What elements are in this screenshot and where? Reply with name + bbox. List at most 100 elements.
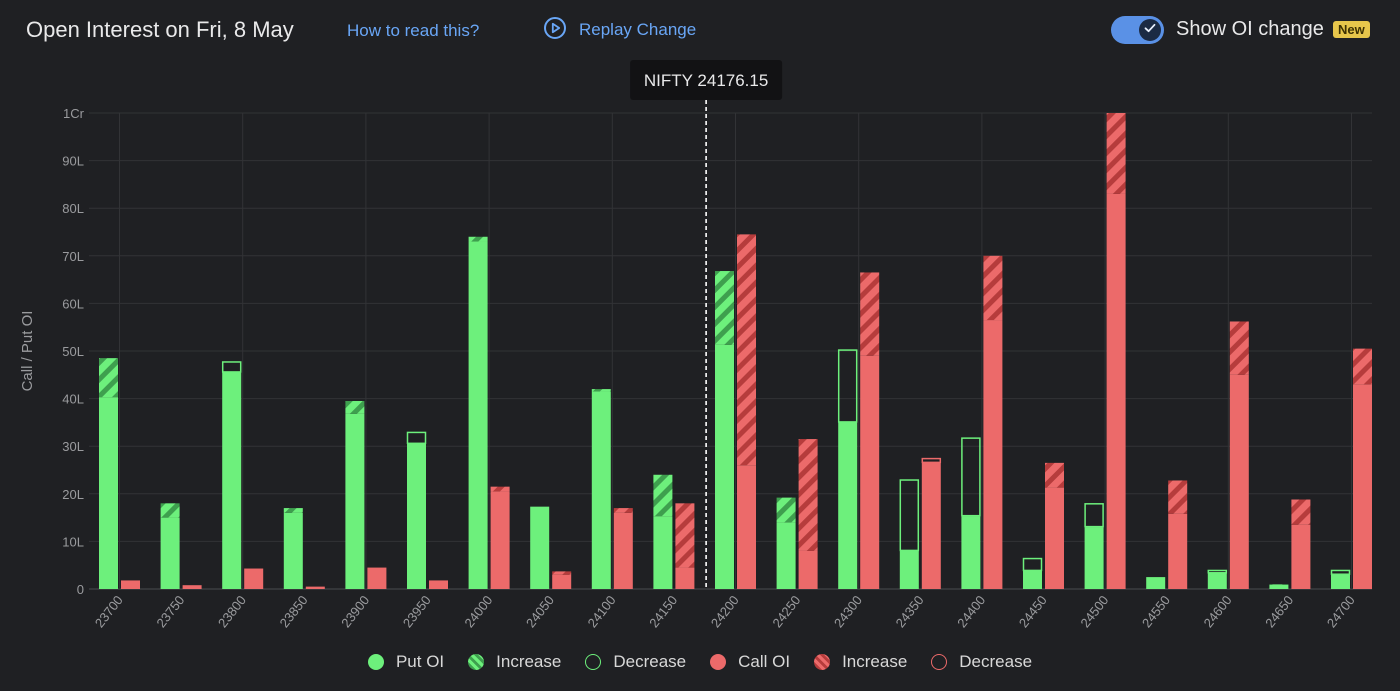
spot-label: NIFTY 24176.15 — [644, 71, 768, 90]
y-tick-label: 80L — [62, 201, 84, 216]
call-oi-bar — [490, 491, 510, 589]
call-oi-bar — [1045, 487, 1064, 589]
call-increase-bar — [798, 439, 818, 551]
call-increase-bar — [1229, 321, 1249, 375]
legend-label: Call OI — [738, 652, 791, 671]
legend-call-outline[interactable]: Decrease — [931, 652, 1032, 672]
show-oi-change-toggle[interactable] — [1111, 16, 1164, 44]
put-decrease-bar — [1084, 503, 1104, 528]
legend-label: Increase — [496, 652, 562, 671]
page-title: Open Interest on Fri, 8 May — [26, 17, 294, 42]
x-tick-label: 23700 — [92, 593, 126, 631]
x-tick-label: 24300 — [831, 593, 865, 631]
legend-label: Decrease — [613, 652, 687, 671]
call-increase-bar — [675, 503, 695, 568]
x-tick-label: 24650 — [1262, 593, 1296, 631]
put-oi-bar — [1084, 527, 1104, 589]
call-oi-bar — [1168, 513, 1188, 589]
put-increase-bar — [776, 497, 796, 523]
put-oi-bar — [961, 516, 981, 589]
put-oi-bar — [591, 391, 611, 589]
call-oi-bar — [737, 465, 756, 589]
how-to-read-link[interactable]: How to read this? — [347, 21, 480, 40]
call-oi-bar — [1106, 193, 1126, 590]
replay-change-button[interactable]: Replay Change — [543, 16, 696, 45]
new-badge: New — [1333, 21, 1370, 38]
put-decrease-bar — [406, 431, 427, 445]
put-increase-bar — [468, 236, 488, 242]
put-oi-bar — [776, 522, 796, 589]
toggle-knob — [1139, 19, 1161, 41]
x-tick-label: 24200 — [708, 593, 742, 631]
legend-swatch — [585, 654, 602, 670]
put-increase-bar — [283, 508, 303, 513]
x-tick-label: 23950 — [400, 593, 434, 631]
legend-put-solid[interactable]: Put OI — [367, 652, 445, 672]
check-icon — [1143, 21, 1157, 40]
call-oi-bar — [367, 567, 387, 589]
put-oi-bar — [468, 241, 488, 589]
put-decrease-bar — [1022, 557, 1043, 572]
call-oi-bar — [121, 580, 140, 589]
x-tick-label: 23750 — [153, 593, 187, 631]
put-oi-bar — [1023, 570, 1042, 589]
call-increase-bar — [490, 486, 510, 492]
put-oi-bar — [1269, 584, 1289, 589]
x-tick-label: 24150 — [646, 593, 680, 631]
y-axis-label: Call / Put OI — [19, 311, 36, 392]
legend-call-solid[interactable]: Call OI — [710, 652, 790, 672]
legend-put-hatch[interactable]: Increase — [468, 652, 561, 672]
x-tick-label: 24250 — [769, 593, 803, 631]
put-oi-bar — [99, 397, 118, 589]
call-oi-bar — [244, 568, 264, 589]
call-oi-bar — [429, 580, 448, 589]
put-oi-bar — [838, 422, 858, 589]
put-increase-bar — [653, 474, 673, 517]
put-decrease-bar — [899, 479, 920, 552]
bars — [99, 113, 1372, 590]
y-tick-label: 10L — [62, 534, 84, 549]
put-oi-bar — [407, 443, 426, 589]
call-increase-bar — [1291, 499, 1311, 525]
call-increase-bar — [860, 272, 880, 356]
call-oi-bar — [1229, 374, 1249, 589]
x-tick-label: 24400 — [954, 593, 988, 631]
x-tick-label: 23850 — [277, 593, 311, 631]
put-decrease-bar — [221, 361, 242, 373]
call-oi-bar — [613, 512, 633, 589]
legend-swatch — [814, 654, 831, 670]
y-tick-label: 20L — [62, 487, 84, 502]
legend-label: Increase — [842, 652, 908, 671]
y-tick-label: 50L — [62, 344, 84, 359]
call-increase-bar — [983, 255, 1003, 321]
y-tick-label: 90L — [62, 154, 84, 169]
play-circle-icon — [543, 16, 567, 45]
put-oi-bar — [1146, 577, 1166, 589]
legend-swatch — [710, 654, 727, 670]
y-tick-label: 1Cr — [63, 106, 85, 121]
put-increase-bar — [345, 400, 365, 414]
x-tick-label: 23900 — [338, 593, 372, 631]
call-increase-bar — [737, 234, 756, 466]
legend-label: Decrease — [959, 652, 1033, 671]
put-decrease-bar — [837, 349, 858, 423]
legend-put-outline[interactable]: Decrease — [585, 652, 686, 672]
spot-label-box — [630, 60, 783, 100]
put-decrease-bar — [961, 437, 981, 517]
call-increase-bar — [1168, 480, 1188, 514]
overlay: NIFTY 24176.15 — [630, 60, 783, 589]
call-oi-bar — [1353, 384, 1372, 589]
put-oi-bar — [160, 517, 180, 589]
call-oi-bar — [182, 585, 202, 589]
put-oi-bar — [530, 506, 550, 589]
y-tick-label: 70L — [62, 249, 84, 264]
legend-call-hatch[interactable]: Increase — [814, 652, 907, 672]
put-increase-bar — [715, 271, 734, 345]
y-tick-label: 0 — [77, 582, 84, 597]
put-oi-bar — [899, 550, 919, 589]
call-oi-bar — [552, 574, 572, 589]
call-increase-bar — [1106, 113, 1126, 194]
legend-label: Put OI — [395, 652, 445, 671]
put-oi-bar — [653, 516, 673, 589]
x-tick-label: 24350 — [893, 593, 927, 631]
